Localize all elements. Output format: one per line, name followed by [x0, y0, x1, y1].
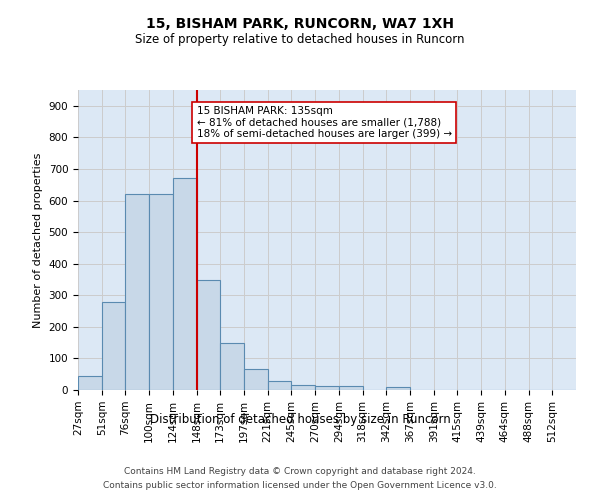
Bar [244, 369, 268, 390]
Y-axis label: Number of detached properties: Number of detached properties [33, 152, 43, 328]
Text: Contains HM Land Registry data © Crown copyright and database right 2024.: Contains HM Land Registry data © Crown c… [124, 468, 476, 476]
Text: Size of property relative to detached houses in Runcorn: Size of property relative to detached ho… [135, 32, 465, 46]
Bar [339, 386, 362, 390]
Bar [386, 387, 410, 390]
Bar [220, 344, 244, 390]
Bar [125, 194, 149, 390]
Bar [315, 386, 339, 390]
Bar [292, 384, 315, 390]
Text: Distribution of detached houses by size in Runcorn: Distribution of detached houses by size … [149, 412, 451, 426]
Bar [268, 380, 292, 390]
Text: 15, BISHAM PARK, RUNCORN, WA7 1XH: 15, BISHAM PARK, RUNCORN, WA7 1XH [146, 18, 454, 32]
Text: Contains public sector information licensed under the Open Government Licence v3: Contains public sector information licen… [103, 481, 497, 490]
Bar [197, 280, 220, 390]
Bar [102, 302, 125, 390]
Text: 15 BISHAM PARK: 135sqm
← 81% of detached houses are smaller (1,788)
18% of semi-: 15 BISHAM PARK: 135sqm ← 81% of detached… [197, 106, 452, 139]
Bar [149, 194, 173, 390]
Bar [173, 178, 197, 390]
Bar [78, 376, 102, 390]
